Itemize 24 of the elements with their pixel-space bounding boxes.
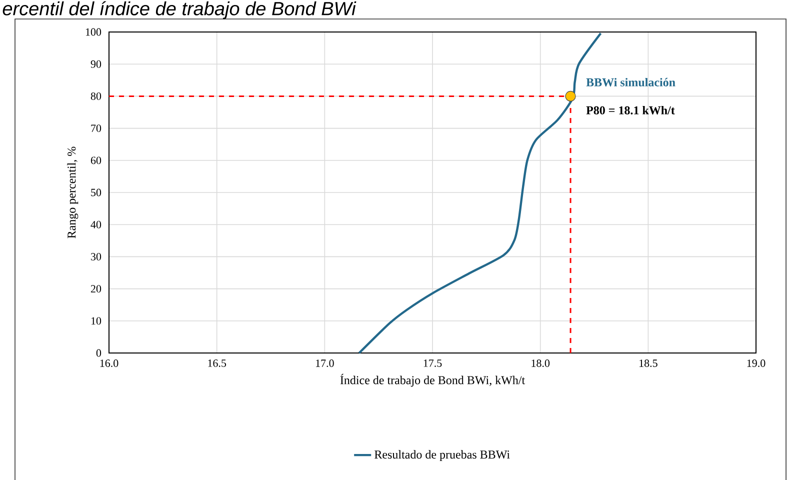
x-tick-label: 17.0: [316, 360, 334, 367]
x-tick-label: 16.0: [100, 360, 118, 367]
x-tick-label: 19.0: [747, 360, 766, 367]
y-tick-label: 90: [90, 60, 102, 68]
y-tick-label: 40: [90, 220, 102, 228]
y-tick-label: 50: [91, 188, 102, 196]
annotation: BBWi simulación: [586, 78, 676, 86]
chart-title: ercentil del índice de trabajo de Bond BWi: [2, 1, 356, 20]
y-tick-label: 100: [86, 28, 102, 36]
x-tick-label: 17.5: [424, 360, 442, 367]
y-tick-label: 80: [90, 92, 102, 100]
x-axis-title: Índice de trabajo de Bond BWi, kWh/t: [340, 374, 526, 387]
annotation: P80 = 18.1 kWh/t: [586, 106, 675, 114]
y-tick-label: 10: [91, 317, 102, 325]
y-tick-label: 20: [90, 285, 102, 293]
x-tick-label: 18.5: [640, 360, 658, 367]
legend-label: Resultado de pruebas BBWi: [374, 450, 510, 462]
y-tick-label: 30: [91, 252, 102, 260]
y-axis-title: Rango percentil, %: [67, 146, 78, 238]
y-tick-label: 0: [96, 349, 102, 357]
x-tick-label: 18.0: [532, 360, 550, 367]
y-tick-label: 70: [91, 124, 102, 132]
x-tick-label: 16.5: [208, 360, 226, 367]
y-tick-label: 60: [90, 156, 102, 164]
